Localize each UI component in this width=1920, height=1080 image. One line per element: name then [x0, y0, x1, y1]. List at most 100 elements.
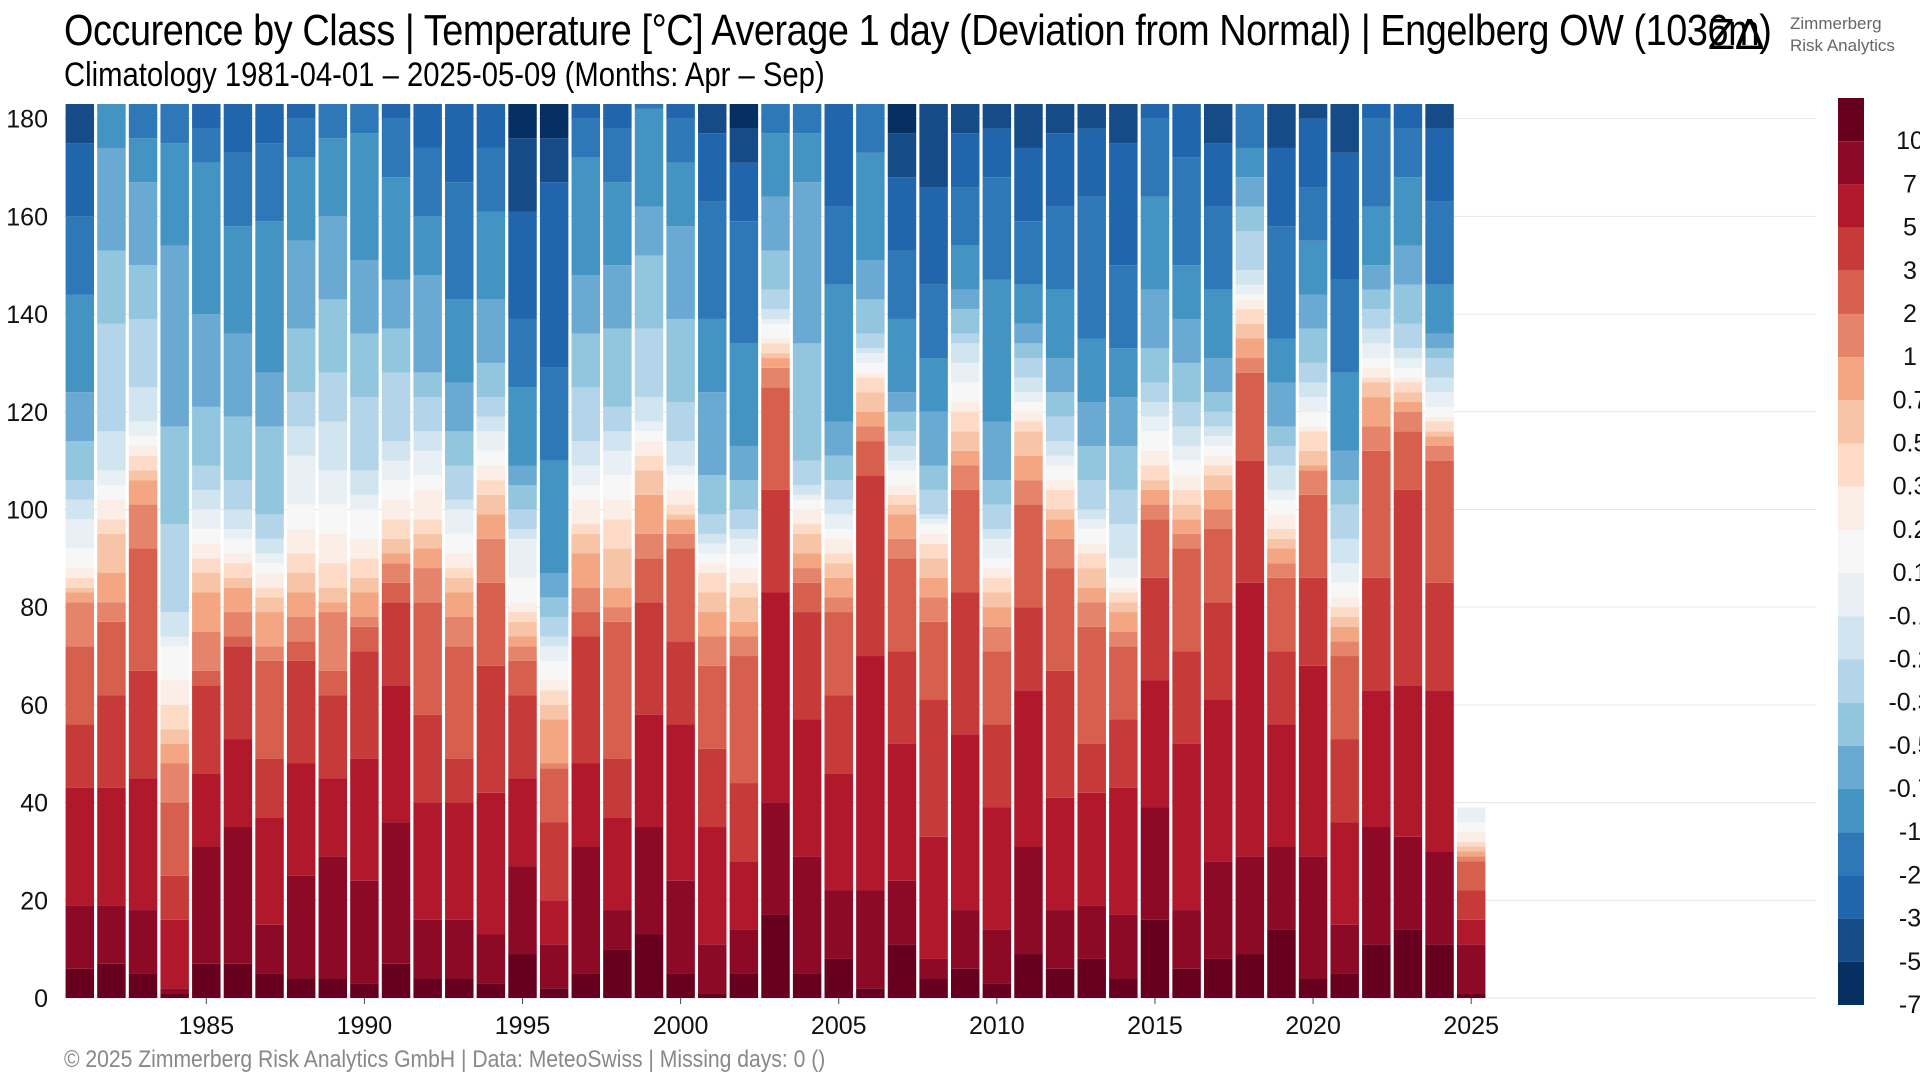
bar-segment — [1267, 514, 1296, 530]
bar-segment — [223, 577, 253, 588]
bar-segment — [223, 739, 253, 828]
bar-segment — [1362, 577, 1391, 691]
bar-segment — [1109, 978, 1138, 998]
bar-segment — [286, 592, 316, 617]
bar-segment — [1298, 465, 1328, 471]
bar-segment — [1267, 226, 1296, 339]
bar-segment — [1393, 377, 1423, 383]
colorbar-label: -5 — [1899, 948, 1920, 976]
bar-segment — [824, 563, 853, 578]
bar-segment — [1362, 426, 1391, 451]
bar-segment — [919, 558, 948, 578]
bar-segment — [1140, 382, 1170, 402]
bar-segment — [1140, 348, 1170, 383]
bar-segment — [603, 475, 632, 500]
bar-segment — [318, 978, 348, 998]
bar-segment — [761, 387, 790, 490]
bar-segment — [1045, 519, 1075, 539]
bar-segment — [1330, 607, 1359, 617]
bar-segment — [1362, 690, 1391, 828]
bar-segment — [729, 128, 759, 163]
bar-segment — [1109, 719, 1138, 788]
bar-segment — [539, 900, 569, 945]
bar-segment — [1235, 582, 1265, 857]
bar-segment — [318, 372, 348, 422]
bar-segment — [350, 758, 379, 881]
bar-segment — [1172, 265, 1201, 319]
bar-segment — [919, 489, 948, 515]
bar-segment — [1045, 910, 1075, 969]
bar-segment — [445, 499, 474, 510]
bar-segment — [951, 489, 980, 593]
bar-segment — [1109, 587, 1138, 593]
colorbar-cell — [1838, 789, 1864, 833]
bar-segment — [1362, 397, 1391, 427]
bar-segment — [824, 104, 853, 207]
bar-segment — [286, 660, 316, 764]
bar-segment — [1203, 529, 1233, 603]
bar-segment — [413, 602, 442, 715]
bar-segment — [729, 929, 759, 974]
bar-segment — [951, 343, 980, 363]
bar-segment — [1077, 743, 1106, 793]
bar-segment — [1203, 489, 1233, 510]
colorbar-label: -0.5 — [1888, 732, 1920, 760]
bar-segment — [982, 929, 1012, 984]
bar-segment — [1267, 104, 1296, 148]
bar-segment — [982, 538, 1012, 559]
bar-segment — [761, 289, 790, 310]
bar-segment — [128, 182, 158, 266]
bar-segment — [1267, 577, 1296, 652]
bar-segment — [634, 470, 664, 495]
bar-segment — [1109, 524, 1138, 559]
bar-segment — [919, 597, 948, 622]
colorbar-cell — [1838, 616, 1864, 660]
bar-segment — [1393, 382, 1423, 393]
bar-segment — [1393, 245, 1423, 285]
bar-segment — [476, 416, 506, 432]
bar-segment — [1140, 577, 1170, 681]
bar-segment — [381, 822, 411, 964]
bar-segment — [729, 568, 759, 583]
bar-segment — [128, 548, 158, 671]
bar-segment — [982, 177, 1012, 280]
bar-segment — [1014, 690, 1043, 847]
bar-segment — [666, 514, 695, 520]
bar-segment — [286, 978, 316, 998]
bar-segment — [128, 387, 158, 422]
bar-segment — [318, 470, 348, 505]
bar-segment — [1298, 104, 1328, 119]
bar-segment — [192, 489, 221, 510]
bar-segment — [1425, 104, 1454, 129]
bar-segment — [318, 504, 348, 534]
bar-segment — [1045, 441, 1075, 456]
bar-segment — [761, 914, 790, 998]
bar-segment — [1109, 558, 1138, 578]
bar-segment — [792, 485, 822, 495]
bar-segment — [413, 489, 442, 520]
bar-segment — [951, 309, 980, 334]
bar-segment — [413, 147, 442, 217]
bar-segment — [698, 993, 727, 998]
bar-segment — [666, 226, 695, 319]
colorbar-cell — [1838, 961, 1864, 1005]
bar-segment — [666, 118, 695, 163]
bar-segment — [1140, 118, 1170, 197]
bar-segment — [1172, 651, 1201, 744]
bar-segment — [1109, 397, 1138, 446]
bar-segment — [1393, 411, 1423, 432]
bar-segment — [951, 133, 980, 188]
bar-segment — [887, 743, 917, 881]
chart-title: Occurence by Class | Temperature [°C] Av… — [64, 6, 1772, 55]
bar-segment — [666, 465, 695, 476]
bar-segment — [413, 372, 442, 398]
bar-segment — [571, 333, 600, 388]
bar-segment — [381, 480, 411, 500]
bar-segment — [571, 485, 600, 500]
bar-segment — [1298, 382, 1328, 398]
bar-segment — [381, 582, 411, 603]
bar-segment — [1140, 196, 1170, 290]
bar-segment — [887, 494, 917, 505]
bar-segment — [1203, 455, 1233, 466]
bar-segment — [1267, 529, 1296, 539]
